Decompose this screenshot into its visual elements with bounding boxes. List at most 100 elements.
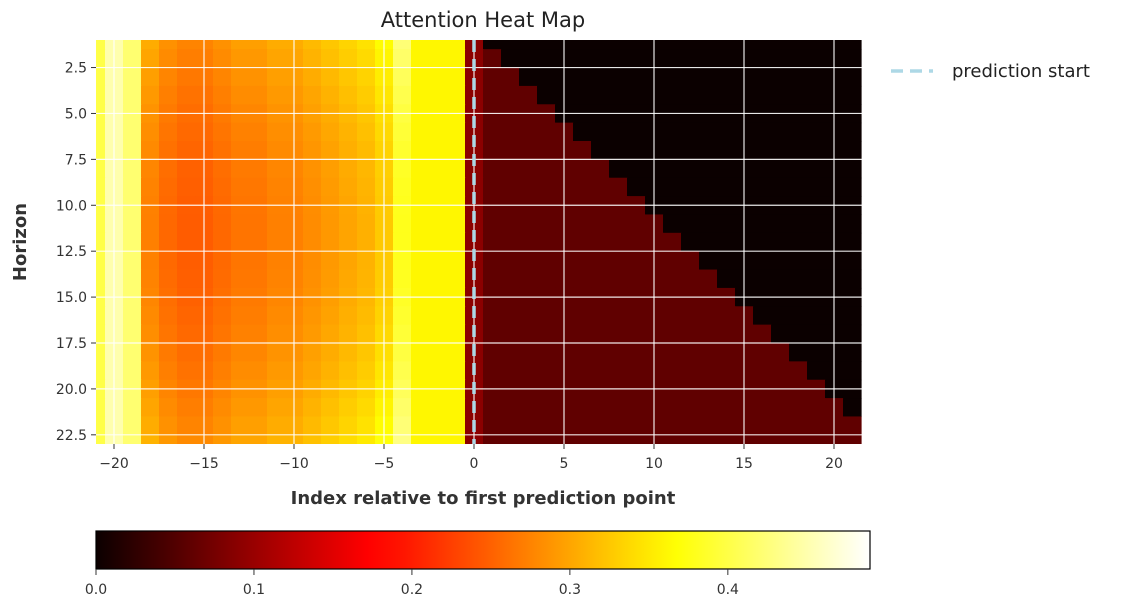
heatmap-cell [573, 361, 592, 381]
heatmap-cell [501, 85, 520, 105]
heatmap-cell [177, 141, 196, 160]
heatmap-cell [501, 434, 520, 444]
heatmap-cell [519, 159, 538, 179]
heatmap-cell [357, 159, 376, 179]
heatmap-cell [663, 306, 682, 326]
heatmap-cell [573, 214, 592, 234]
heatmap-cell [213, 361, 232, 381]
heatmap-cell [159, 85, 178, 105]
heatmap-cell [591, 398, 610, 418]
heatmap-cell [231, 269, 250, 289]
heatmap-cell [339, 159, 358, 179]
heatmap-cell [843, 122, 862, 142]
heatmap-cell [483, 85, 502, 105]
heatmap-cell [717, 416, 736, 436]
heatmap-cell [591, 159, 610, 179]
heatmap-cell [267, 398, 286, 418]
heatmap-cell [411, 40, 430, 50]
colorbar-tick-label: 0.0 [85, 582, 107, 598]
heatmap-cell [537, 85, 556, 105]
heatmap-cell [159, 269, 178, 289]
heatmap-cell [663, 324, 682, 344]
heatmap-cell [627, 343, 646, 362]
heatmap-cell [357, 67, 376, 87]
heatmap-cell [519, 361, 538, 381]
heatmap-cell [681, 214, 700, 234]
heatmap-cell [321, 67, 340, 87]
heatmap-cell [141, 324, 160, 344]
heatmap-cell [231, 122, 250, 142]
heatmap-cell [681, 434, 700, 444]
heatmap-cell [501, 49, 520, 69]
heatmap-cell [429, 398, 448, 418]
heatmap-cell [753, 269, 772, 289]
heatmap-cell [843, 177, 862, 197]
heatmap-cell [663, 416, 682, 436]
heatmap-cell [771, 40, 790, 50]
heatmap-cell [429, 40, 448, 50]
heatmap-cell [159, 416, 178, 436]
heatmap-cell [141, 232, 160, 252]
heatmap-cell [339, 214, 358, 234]
y-tick-label: 20.0 [56, 382, 87, 398]
x-axis-title: Index relative to first prediction point [291, 488, 676, 509]
heatmap-cell [717, 324, 736, 344]
heatmap-cell [771, 269, 790, 289]
y-tick-label: 5.0 [65, 106, 87, 122]
heatmap-cell [267, 177, 286, 197]
heatmap-cell [141, 251, 160, 271]
heatmap-cell [609, 306, 628, 326]
heatmap-cell [429, 361, 448, 381]
colorbar-ticks: 0.0 0.1 0.2 0.3 0.4 [85, 569, 739, 598]
heatmap-cell [213, 214, 232, 234]
heatmap-cell [123, 214, 142, 234]
heatmap-cell [501, 361, 520, 381]
heatmap-cell [519, 343, 538, 362]
heatmap-cell [321, 159, 340, 179]
heatmap-cell [303, 324, 322, 344]
heatmap-cell [537, 251, 556, 271]
heatmap-cell [591, 306, 610, 326]
heatmap-cell [843, 306, 862, 326]
heatmap-cell [123, 67, 142, 87]
heatmap-cell [213, 40, 232, 50]
heatmap-cell [717, 398, 736, 418]
heatmap-cell [699, 361, 718, 381]
heatmap-cell [807, 232, 826, 252]
heatmap-cell [303, 306, 322, 326]
heatmap-cell [96, 343, 106, 362]
heatmap-cell [699, 306, 718, 326]
heatmap-cell [411, 177, 430, 197]
heatmap-cell [591, 324, 610, 344]
heatmap-cell [429, 251, 448, 271]
heatmap-cell [357, 361, 376, 381]
heatmap-cell [159, 306, 178, 326]
heatmap-cell [141, 434, 160, 444]
heatmap-cell [231, 141, 250, 160]
heatmap-cell [609, 251, 628, 271]
heatmap-cell [447, 343, 466, 362]
heatmap-cell [483, 434, 502, 444]
heatmap-cell [123, 49, 142, 69]
heatmap-cell [249, 177, 268, 197]
heatmap-cell [393, 251, 412, 271]
heatmap-cell [303, 67, 322, 87]
heatmap-cell [123, 177, 142, 197]
heatmap-cell [663, 40, 682, 50]
heatmap-cell [339, 269, 358, 289]
heatmap-cell [429, 214, 448, 234]
heatmap-cell [429, 177, 448, 197]
heatmap-cell [537, 306, 556, 326]
heatmap-cell [753, 434, 772, 444]
heatmap-cell [159, 214, 178, 234]
heatmap-cell [717, 251, 736, 271]
heatmap-cell [771, 251, 790, 271]
heatmap-cell [537, 416, 556, 436]
heatmap-cell [249, 49, 268, 69]
heatmap-cells [96, 40, 862, 444]
heatmap-cell [249, 306, 268, 326]
heatmap-cell [213, 434, 232, 444]
heatmap-cell [267, 49, 286, 69]
heatmap-cell [429, 67, 448, 87]
heatmap-cell [663, 343, 682, 362]
